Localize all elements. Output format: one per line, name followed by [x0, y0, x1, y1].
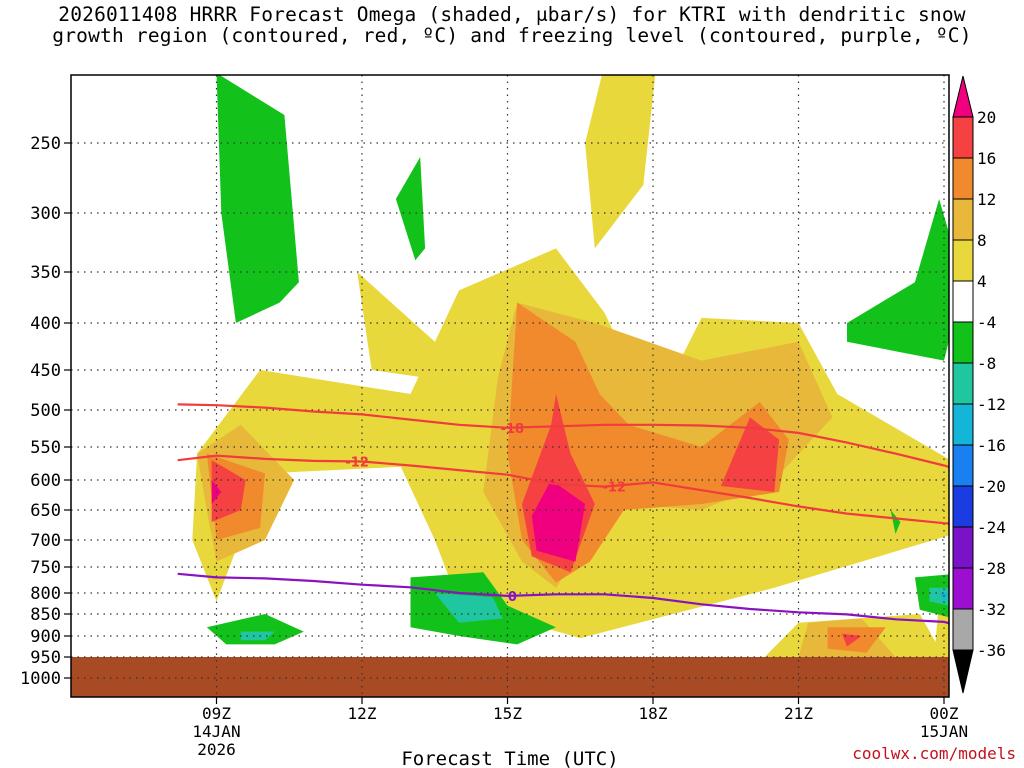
omega-region-4-2	[983, 332, 1024, 447]
y-tick-label-600: 600	[30, 471, 61, 491]
contour-line-0-1	[177, 454, 949, 525]
y-tick-label-850: 850	[30, 605, 61, 625]
y-tick-label-700: 700	[30, 531, 61, 551]
x-tick-label-12Z: 12Z	[348, 704, 377, 723]
colorbar-label-16: 16	[977, 149, 996, 168]
colorbar-box-8	[952, 444, 974, 487]
omega-region-16-30	[720, 417, 780, 492]
omega-region--12-27	[939, 593, 949, 602]
colorbar-label--20: -20	[977, 477, 1006, 496]
y-tick-label-550: 550	[30, 438, 61, 458]
colorbar-label--28: -28	[977, 559, 1006, 578]
x-tick-label-21Z: 21Z	[784, 704, 813, 723]
colorbar-label--36: -36	[977, 641, 1006, 660]
y-tick-label-400: 400	[30, 314, 61, 334]
colorbar-box-0	[952, 116, 974, 159]
colorbar-box-5	[952, 321, 974, 364]
x-tick-label-15Z: 15Z	[493, 704, 522, 723]
colorbar-label--16: -16	[977, 436, 1006, 455]
omega-region--4-11	[206, 614, 304, 645]
site-credit: coolwx.com/models	[852, 744, 1016, 763]
omega-region--8-19	[434, 593, 503, 623]
y-tick-label-800: 800	[30, 584, 61, 604]
x-tick-label-00Z: 00Z	[930, 704, 959, 723]
y-tick-label-750: 750	[30, 558, 61, 578]
x-tick-label-18Z: 18Z	[639, 704, 668, 723]
x-axis-label: Forecast Time (UTC)	[401, 748, 618, 768]
colorbar-label-12: 12	[977, 190, 996, 209]
contour-label-0-1-1: -12	[602, 481, 626, 496]
colorbar-box-4	[952, 280, 974, 323]
contour-label-1-0-0: 0	[508, 590, 517, 605]
omega-region--4-7	[395, 157, 426, 261]
omega-region-16-28	[211, 460, 246, 522]
colorbar-box-2	[952, 198, 974, 241]
contour-label-0-0-0: -18	[501, 422, 525, 437]
x-tick-year-09Z: 2026	[197, 740, 236, 759]
x-tick-label-09Z: 09Z	[202, 704, 231, 723]
omega-region-4-1	[585, 75, 656, 249]
plot-frame	[70, 74, 950, 698]
omega-region-4-3	[357, 272, 484, 386]
colorbar-label-8: 8	[977, 231, 987, 250]
x-tick-date-09Z: 14JAN	[192, 722, 240, 741]
colorbar: 20 16 12 8 4 -4 -8 -12 -16 -20 -24 -28 -32 -36	[952, 75, 1006, 694]
x-tick-date-00Z: 15JAN	[920, 722, 968, 741]
omega-region-16-31	[842, 633, 862, 647]
colorbar-box-12	[952, 608, 974, 651]
y-tick-label-950: 950	[30, 648, 61, 668]
colorbar-box-9	[952, 485, 974, 528]
colorbar-label--32: -32	[977, 600, 1006, 619]
contour-lines: -18 -12 -12 0	[177, 403, 949, 625]
colorbar-label-20: 20	[977, 108, 996, 127]
colorbar-bottom-triangle	[952, 649, 974, 694]
omega-region-12-25	[827, 627, 886, 653]
colorbar-box-6	[952, 362, 974, 405]
colorbar-top-triangle	[952, 75, 974, 118]
ground-fill	[71, 657, 949, 697]
colorbar-box-1	[952, 157, 974, 200]
contour-label-0-1-0: -12	[345, 456, 369, 471]
chart-title: 2026011408 HRRR Forecast Omega (shaded, …	[0, 4, 1024, 46]
omega-region--4-14	[890, 510, 901, 534]
colorbar-label-4: 4	[977, 272, 987, 291]
y-tick-label-650: 650	[30, 501, 61, 521]
omega-region--4-8	[847, 199, 949, 361]
colorbar-box-10	[952, 526, 974, 569]
y-axis: 2503003504004505005506006507007508008509…	[20, 134, 71, 689]
y-tick-label-300: 300	[30, 204, 61, 224]
colorbar-label--8: -8	[977, 354, 996, 373]
colorbar-box-7	[952, 403, 974, 446]
y-tick-label-350: 350	[30, 263, 61, 283]
colorbar-label--24: -24	[977, 518, 1006, 537]
omega-region--4-6	[216, 75, 299, 323]
y-tick-label-900: 900	[30, 627, 61, 647]
y-tick-label-500: 500	[30, 401, 61, 421]
y-tick-label-450: 450	[30, 361, 61, 381]
y-tick-label-1000: 1000	[20, 669, 61, 689]
omega-shading	[71, 75, 1024, 697]
y-tick-label-250: 250	[30, 134, 61, 154]
chart-title-line-1: 2026011408 HRRR Forecast Omega (shaded, …	[58, 3, 966, 26]
colorbar-label--4: -4	[977, 313, 996, 332]
colorbar-box-3	[952, 239, 974, 282]
colorbar-label--12: -12	[977, 395, 1006, 414]
contour-line-1-0	[177, 572, 949, 625]
chart-title-line-2: growth region (contoured, red, ºC) and f…	[52, 24, 972, 47]
omega-region--8-20	[240, 631, 275, 641]
colorbar-box-11	[952, 567, 974, 610]
omega-region-20-33	[531, 480, 586, 562]
contour-line-0-0	[177, 403, 949, 469]
